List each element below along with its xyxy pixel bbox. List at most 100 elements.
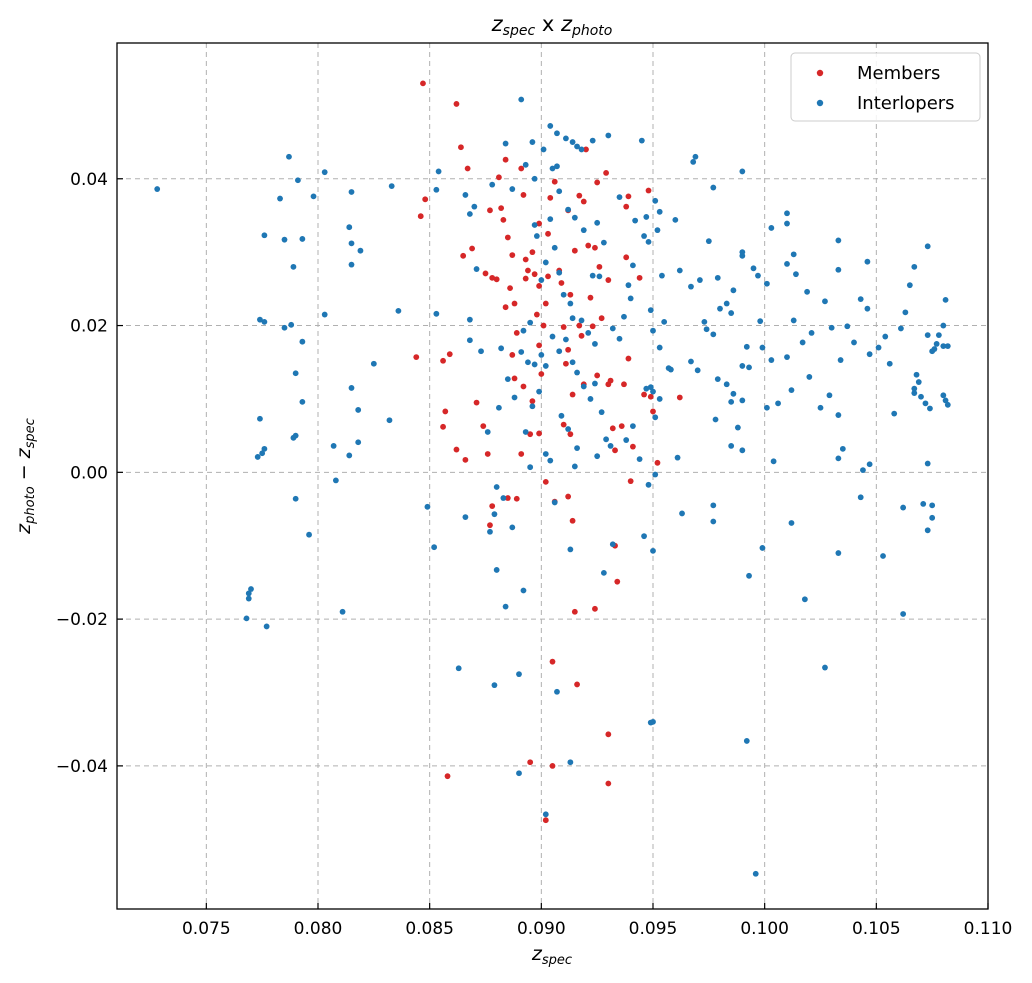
point-interlopers <box>533 233 540 239</box>
point-interlopers <box>902 309 909 316</box>
point-members <box>596 263 603 270</box>
point-members <box>520 192 527 198</box>
point-interlopers <box>755 272 761 279</box>
point-interlopers <box>944 343 951 349</box>
point-members <box>500 216 507 223</box>
point-interlopers <box>641 233 647 239</box>
point-members <box>489 503 496 509</box>
point-members <box>453 101 460 107</box>
point-interlopers <box>538 352 545 358</box>
point-interlopers <box>652 471 659 478</box>
plot-frame <box>116 42 989 910</box>
point-members <box>498 205 505 212</box>
point-members <box>531 271 538 278</box>
point-interlopers <box>730 287 737 294</box>
point-members <box>558 280 565 286</box>
point-interlopers <box>927 405 933 412</box>
point-members <box>623 254 630 261</box>
point-members <box>625 193 632 200</box>
point-interlopers <box>257 415 263 422</box>
point-interlopers <box>866 351 873 358</box>
point-interlopers <box>522 429 529 435</box>
point-interlopers <box>944 401 951 408</box>
point-members <box>464 165 471 172</box>
point-members <box>458 144 464 151</box>
point-interlopers <box>489 181 496 188</box>
point-interlopers <box>688 358 694 365</box>
point-interlopers <box>257 316 263 323</box>
point-interlopers <box>580 227 587 234</box>
point-interlopers <box>462 192 469 198</box>
point-interlopers <box>650 547 656 554</box>
point-members <box>444 773 451 780</box>
point-members <box>462 456 469 463</box>
point-members <box>605 381 612 388</box>
point-interlopers <box>594 453 601 460</box>
point-members <box>482 270 489 277</box>
point-interlopers <box>563 135 569 142</box>
point-interlopers <box>650 388 656 395</box>
point-members <box>496 174 502 181</box>
point-interlopers <box>645 238 652 245</box>
point-interlopers <box>569 139 576 145</box>
point-interlopers <box>547 457 554 464</box>
x-tick-label: 0.080 <box>294 919 343 939</box>
point-interlopers <box>565 206 572 213</box>
point-interlopers <box>705 238 712 245</box>
point-members <box>563 360 569 367</box>
point-interlopers <box>299 236 306 242</box>
point-interlopers <box>623 437 630 443</box>
point-interlopers <box>835 412 842 418</box>
point-interlopers <box>679 510 685 517</box>
point-members <box>587 294 594 301</box>
point-interlopers <box>768 357 775 363</box>
point-interlopers <box>306 531 312 538</box>
point-interlopers <box>746 364 752 371</box>
point-interlopers <box>574 143 580 150</box>
point-members <box>623 203 630 210</box>
point-interlopers <box>589 272 596 279</box>
point-interlopers <box>935 332 942 338</box>
point-interlopers <box>799 339 806 346</box>
point-interlopers <box>431 544 438 551</box>
point-interlopers <box>520 587 527 594</box>
point-interlopers <box>511 394 518 401</box>
point-interlopers <box>616 335 623 342</box>
point-interlopers <box>598 409 605 416</box>
point-members <box>598 315 605 322</box>
point-interlopers <box>924 460 931 467</box>
point-interlopers <box>529 139 536 145</box>
point-members <box>578 332 585 339</box>
point-members <box>469 245 475 252</box>
point-members <box>636 274 643 281</box>
point-interlopers <box>299 398 306 405</box>
point-interlopers <box>911 263 918 270</box>
point-interlopers <box>277 195 283 202</box>
point-interlopers <box>643 385 650 392</box>
point-interlopers <box>466 316 473 323</box>
point-members <box>647 393 654 400</box>
point-members <box>618 423 625 429</box>
point-interlopers <box>600 569 607 576</box>
point-interlopers <box>788 520 795 526</box>
point-interlopers <box>940 392 947 399</box>
point-interlopers <box>942 397 949 404</box>
point-interlopers <box>647 719 654 726</box>
point-interlopers <box>471 203 478 210</box>
point-interlopers <box>500 495 507 501</box>
legend-label-members: Members <box>857 63 940 84</box>
point-members <box>605 731 612 738</box>
point-interlopers <box>630 262 636 269</box>
point-members <box>502 156 509 163</box>
point-members <box>592 244 598 251</box>
point-interlopers <box>630 423 636 429</box>
point-interlopers <box>578 317 585 324</box>
point-interlopers <box>922 400 929 407</box>
point-interlopers <box>784 354 790 361</box>
point-interlopers <box>522 161 529 168</box>
point-members <box>511 300 518 307</box>
point-interlopers <box>502 140 509 147</box>
point-interlopers <box>154 186 161 192</box>
point-interlopers <box>638 137 645 144</box>
point-interlopers <box>542 363 549 369</box>
